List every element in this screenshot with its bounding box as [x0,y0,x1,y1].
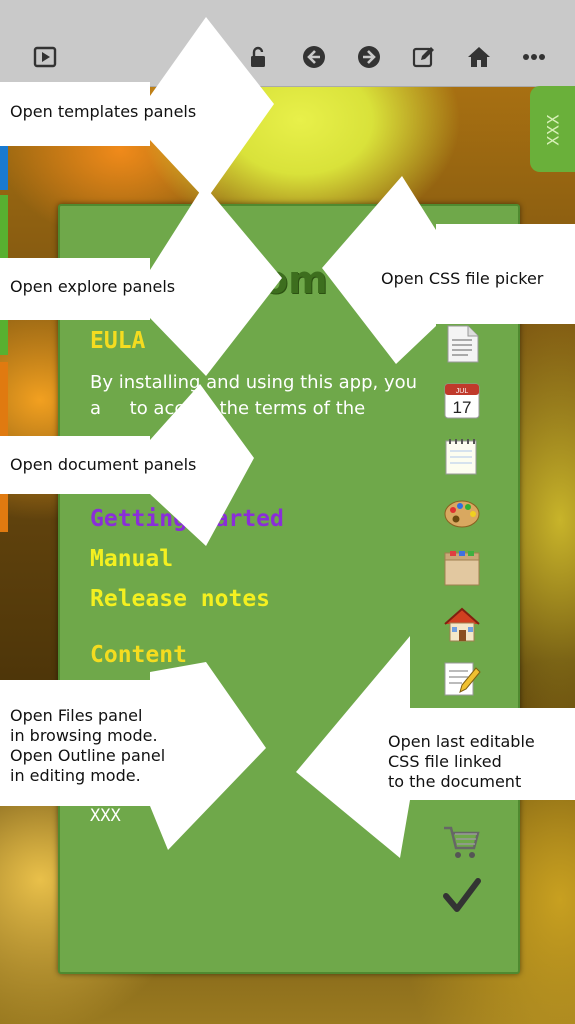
notepad-icon[interactable] [442,436,482,476]
svg-text:17: 17 [453,398,472,417]
last-css-callout-line-3: to the document [388,772,522,791]
explore-callout: Open explore panels [10,277,175,297]
unlock-icon[interactable] [241,40,275,74]
files-callout-line-3: Open Outline panel [10,746,166,765]
svg-text:JUL: JUL [456,388,469,395]
css-picker-callout-text: Open CSS file picker [381,269,544,288]
last-css-callout: Open last editable CSS file linked to th… [388,732,535,792]
top-toolbar [0,0,575,87]
last-css-callout-line-1: Open last editable [388,732,535,751]
calendar-icon[interactable]: 17 JUL [442,380,482,420]
release-notes-link[interactable]: Release notes [90,586,271,612]
page-title: om [262,258,328,302]
arrow-left-icon[interactable] [297,40,331,74]
eula-heading: EULA [90,328,146,354]
getting-started-link[interactable]: Getting arted [90,506,284,532]
files-callout-line-4: in editing mode. [10,766,141,785]
templates-callout-text: Open templates panels [10,102,197,121]
document-callout-text: Open document panels [10,455,197,474]
archive-box-icon[interactable] [442,548,482,588]
document-icon[interactable] [442,324,482,364]
content-heading: Content [90,642,187,668]
last-css-callout-line-2: CSS file linked [388,752,502,771]
templates-callout: Open templates panels [10,102,196,122]
files-callout-line-1: Open Files panel [10,706,143,725]
document-callout: Open document panels [10,455,196,475]
left-strip-green[interactable] [0,195,8,355]
palette-icon[interactable] [442,492,482,532]
more-icon[interactable] [517,40,551,74]
play-icon[interactable] [28,40,62,74]
checkmark-icon[interactable] [442,876,482,916]
explore-callout-text: Open explore panels [10,277,176,296]
arrow-right-icon[interactable] [352,40,386,74]
home-icon[interactable] [462,40,496,74]
footer-text: XXX [90,806,121,826]
edit-icon[interactable] [407,40,441,74]
files-callout: Open Files panel in browsing mode. Open … [10,706,165,786]
house-icon[interactable] [442,604,482,644]
eula-text: By installing and using this app, you a … [90,372,418,419]
manual-link[interactable]: Manual [90,546,174,572]
shopping-cart-icon[interactable] [442,822,482,862]
css-picker-callout: Open CSS file picker [381,269,543,289]
side-tab[interactable]: XXX [530,86,575,172]
edit-note-icon[interactable] [442,658,482,698]
left-strip-orange[interactable] [0,362,8,532]
files-callout-line-2: in browsing mode. [10,726,158,745]
side-tab-label: XXX [543,113,562,145]
